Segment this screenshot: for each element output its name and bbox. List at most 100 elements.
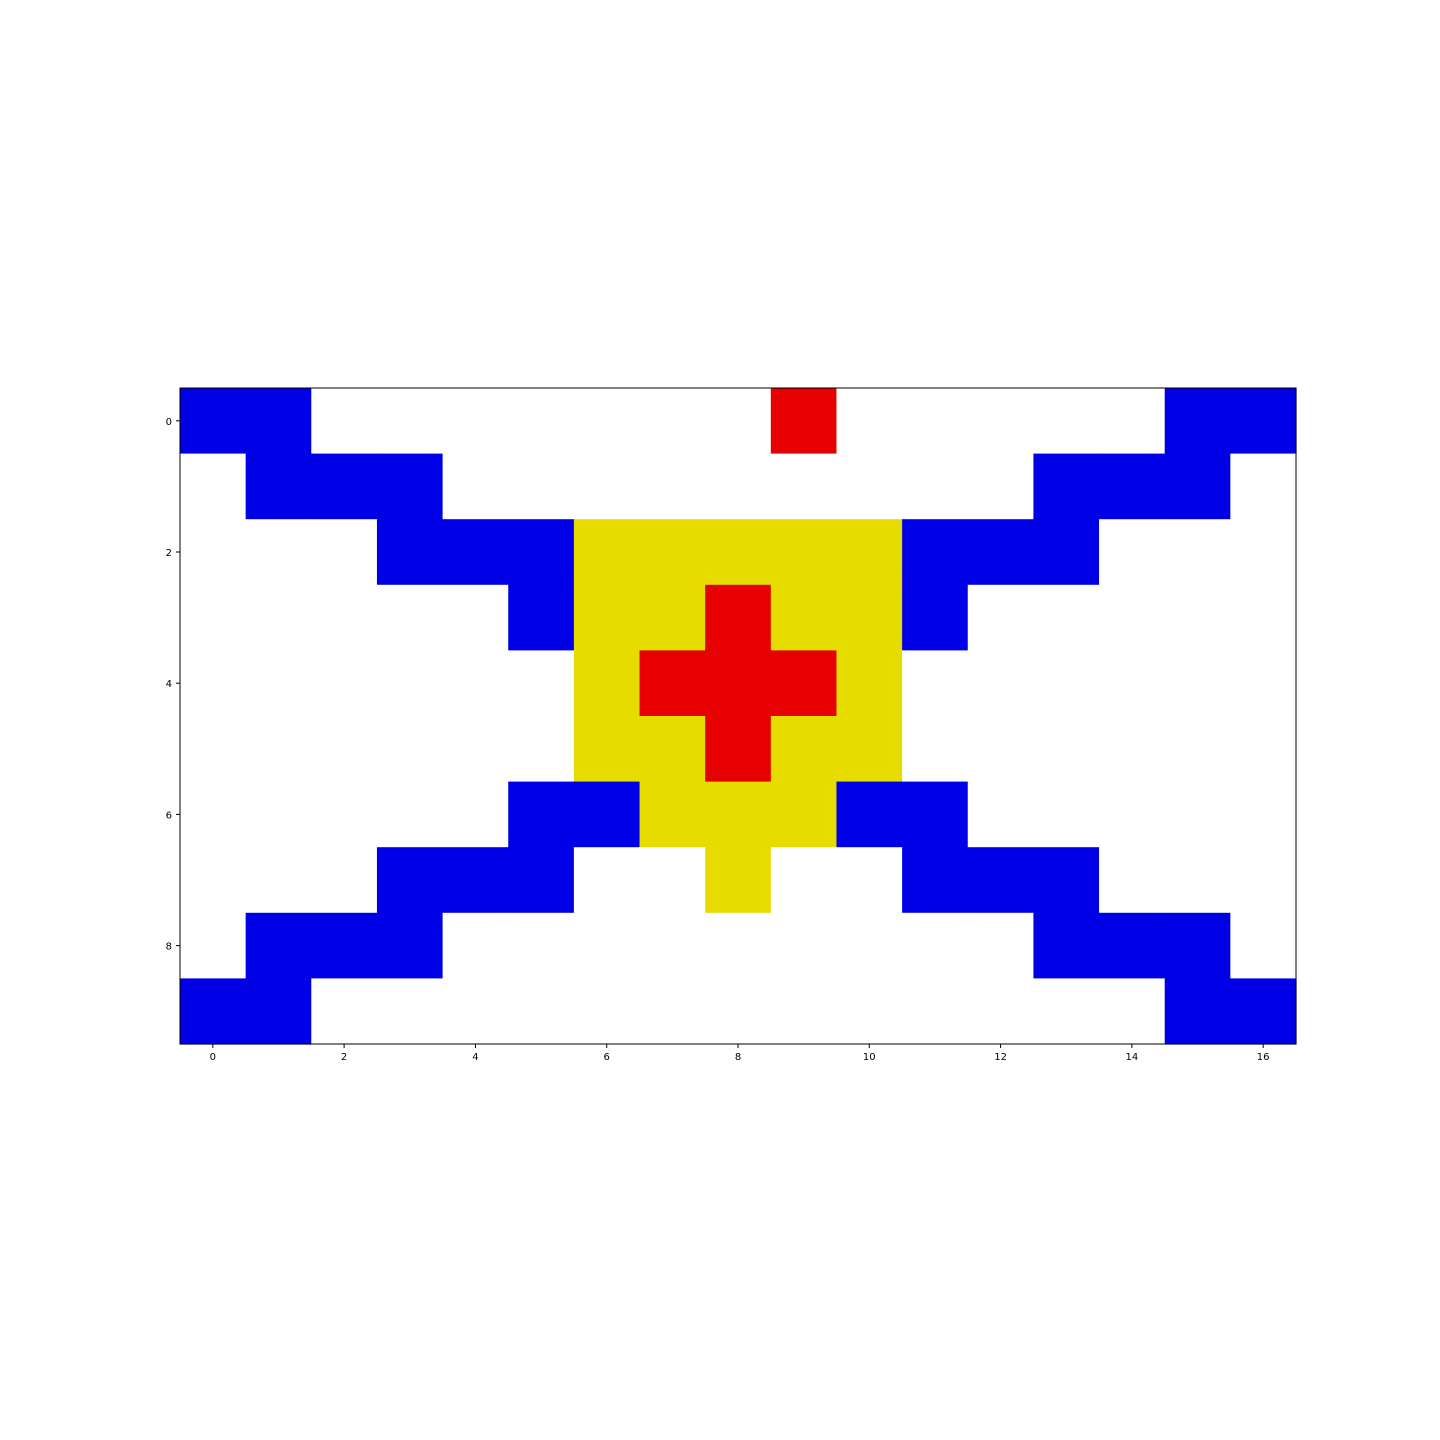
heatmap-cell-r1-c12	[967, 453, 1035, 520]
heatmap-cell-r8-c1	[245, 912, 312, 979]
heatmap-cell-r6-c6	[573, 781, 641, 848]
x-tick-label-0: 0	[210, 1052, 216, 1063]
heatmap-cell-r1-c3	[376, 453, 444, 520]
heatmap-cell-r7-c6	[573, 847, 641, 914]
heatmap-cell-r6-c13	[1033, 781, 1100, 848]
heatmap-cell-r7-c5	[508, 847, 575, 914]
heatmap-cell-r2-c2	[311, 519, 378, 586]
heatmap-cell-r8-c16	[1230, 912, 1297, 979]
heatmap-cell-r1-c4	[442, 453, 509, 520]
x-tick-label-16: 16	[1257, 1052, 1270, 1063]
heatmap-cell-r3-c15	[1164, 584, 1231, 651]
heatmap-cell-r1-c6	[573, 453, 641, 520]
heatmap-cell-r8-c11	[902, 912, 969, 979]
heatmap-cell-r3-c2	[311, 584, 378, 651]
y-tick-label-8: 8	[166, 942, 172, 953]
heatmap-cell-r2-c14	[1099, 519, 1166, 586]
y-tick-label-6: 6	[166, 810, 172, 821]
heatmap-cell-r1-c11	[902, 453, 969, 520]
heatmap-cell-r7-c3	[376, 847, 444, 914]
heatmap-cell-r9-c15	[1164, 978, 1231, 1045]
heatmap-cell-r3-c0	[180, 584, 247, 651]
heatmap-cell-r9-c8	[705, 978, 772, 1045]
heatmap-cell-r1-c8	[705, 453, 772, 520]
heatmap-cell-r4-c6	[573, 650, 641, 717]
heatmap-cell-r3-c1	[245, 584, 312, 651]
heatmap-cell-r1-c0	[180, 453, 247, 520]
heatmap-cell-r3-c7	[639, 584, 706, 651]
x-axis: 0 2 4 6 8 10 12 14 16	[210, 1044, 1270, 1063]
heatmap-cell-r0-c7	[639, 388, 706, 455]
y-tick-label-4: 4	[166, 679, 172, 690]
heatmap-cell-r7-c15	[1164, 847, 1231, 914]
heatmap-cell-r0-c9	[770, 388, 838, 455]
heatmap-cell-r4-c9	[770, 650, 838, 717]
heatmap-cell-r7-c1	[245, 847, 312, 914]
heatmap-cell-r9-c12	[967, 978, 1035, 1045]
heatmap-cell-r9-c16	[1230, 978, 1297, 1045]
heatmap-cell-r6-c0	[180, 781, 247, 848]
heatmap-cell-r7-c12	[967, 847, 1035, 914]
heatmap-cell-r4-c12	[967, 650, 1035, 717]
heatmap-cell-r2-c1	[245, 519, 312, 586]
heatmap-cell-r9-c7	[639, 978, 706, 1045]
heatmap-cell-r5-c16	[1230, 716, 1297, 783]
heatmap-cell-r0-c3	[376, 388, 444, 455]
heatmap-cell-r3-c13	[1033, 584, 1100, 651]
heatmap-cell-r5-c5	[508, 716, 575, 783]
heatmap-cell-r6-c5	[508, 781, 575, 848]
heatmap-cell-r8-c6	[573, 912, 641, 979]
heatmap-cell-r3-c14	[1099, 584, 1166, 651]
heatmap-cell-r6-c7	[639, 781, 706, 848]
heatmap-cell-r0-c2	[311, 388, 378, 455]
heatmap-cell-r2-c16	[1230, 519, 1297, 586]
heatmap-cell-r7-c4	[442, 847, 509, 914]
heatmap-cell-r9-c11	[902, 978, 969, 1045]
heatmap-cell-r8-c12	[967, 912, 1035, 979]
heatmap-cell-r5-c14	[1099, 716, 1166, 783]
heatmap-cell-r6-c10	[836, 781, 903, 848]
heatmap-cell-r6-c8	[705, 781, 772, 848]
heatmap-cell-r5-c13	[1033, 716, 1100, 783]
heatmap-cell-r3-c9	[770, 584, 838, 651]
heatmap-cell-r6-c2	[311, 781, 378, 848]
heatmap-cell-r3-c16	[1230, 584, 1297, 651]
heatmap-cell-r9-c14	[1099, 978, 1166, 1045]
heatmap-cell-r5-c9	[770, 716, 838, 783]
heatmap-cell-r5-c3	[376, 716, 444, 783]
heatmap-cell-r8-c4	[442, 912, 509, 979]
heatmap-cell-r9-c4	[442, 978, 509, 1045]
x-tick-label-12: 12	[994, 1052, 1007, 1063]
heatmap-cell-r7-c0	[180, 847, 247, 914]
heatmap-cell-r7-c11	[902, 847, 969, 914]
heatmap-cell-r3-c10	[836, 584, 903, 651]
heatmap-cell-r7-c10	[836, 847, 903, 914]
heatmap-cell-r2-c15	[1164, 519, 1231, 586]
heatmap-cell-r6-c15	[1164, 781, 1231, 848]
heatmap-cell-r5-c2	[311, 716, 378, 783]
heatmap-cell-r5-c10	[836, 716, 903, 783]
heatmap-cell-r2-c10	[836, 519, 903, 586]
heatmap-cell-r1-c14	[1099, 453, 1166, 520]
heatmap-cell-r4-c3	[376, 650, 444, 717]
heatmap-cell-r2-c6	[573, 519, 641, 586]
heatmap-cell-r4-c7	[639, 650, 706, 717]
heatmap-cell-r6-c1	[245, 781, 312, 848]
heatmap-cell-r8-c8	[705, 912, 772, 979]
heatmap-cell-r1-c16	[1230, 453, 1297, 520]
heatmap-cell-r9-c5	[508, 978, 575, 1045]
heatmap-cell-r2-c7	[639, 519, 706, 586]
heatmap-cell-r6-c3	[376, 781, 444, 848]
heatmap-cell-r8-c0	[180, 912, 247, 979]
heatmap-cell-r0-c5	[508, 388, 575, 455]
heatmap-cell-r7-c13	[1033, 847, 1100, 914]
heatmap-cell-r8-c3	[376, 912, 444, 979]
heatmap-cell-r3-c5	[508, 584, 575, 651]
heatmap-cell-r2-c11	[902, 519, 969, 586]
heatmap-cell-r6-c12	[967, 781, 1035, 848]
heatmap-cell-r6-c16	[1230, 781, 1297, 848]
x-tick-label-10: 10	[863, 1052, 876, 1063]
heatmap-cell-r7-c2	[311, 847, 378, 914]
heatmap-cell-r5-c8	[705, 716, 772, 783]
